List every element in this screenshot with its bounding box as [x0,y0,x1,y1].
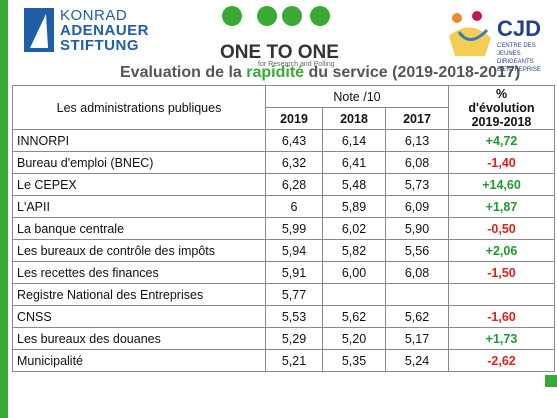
score: 6,09 [385,195,449,218]
score [385,283,449,306]
row: L'APII 6 5,89 6,09 +1,87 [12,195,555,218]
corner-square [545,375,557,387]
score: 6,02 [322,217,386,240]
score: 6,28 [265,173,323,196]
score: 6,00 [322,261,386,284]
row: La banque centrale 5,99 6,02 5,90 -0,50 [12,217,555,240]
row: Registre National des Entreprises 5,77 [12,283,555,306]
cjd: CJD [497,16,542,41]
kas-icon [30,14,48,48]
score: 5,20 [322,327,386,350]
score: 5,89 [322,195,386,218]
score: 6,41 [322,151,386,174]
pct-change: +1,73 [448,327,555,350]
score: 5,53 [265,305,323,328]
cjd-sub: CENTRE DES JEUNES DIRIGEANTS D'ENTREPRIS… [497,42,557,74]
table: Les administrations publiques Note /10 %… [12,85,555,372]
pct-line: % [495,86,508,101]
kas-logo-mark [24,8,54,52]
score: 6,08 [385,261,449,284]
score: 6,43 [265,129,323,152]
row: INNORPI 6,43 6,14 6,13 +4,72 [12,129,555,152]
admin-name: Les recettes des finances [12,261,266,284]
org-line: ADENAUER [60,22,150,39]
pct-line: d'évolution [468,100,535,115]
score: 5,91 [265,261,323,284]
pct-change: +1,87 [448,195,555,218]
title-part: du service (2019-2018-2017) [304,64,521,81]
admin-name: La banque centrale [12,217,266,240]
pct-change: -0,50 [448,217,555,240]
admin-name: Les bureaux des douanes [12,327,266,350]
cjd-icon [449,11,491,56]
score: 5,90 [385,217,449,240]
head-pct: % d'évolution 2019-2018 [448,85,555,130]
brand: ONE TO ONE [220,42,339,63]
score [322,283,386,306]
pct-change: -2,62 [448,349,555,372]
score: 5,29 [265,327,323,350]
head-label: Les administrations publiques [12,85,266,130]
score: 5,73 [385,173,449,196]
admin-name: CNSS [12,305,266,328]
brand-sub: for Research and Polling [258,61,335,68]
cjd-sub-line: DIRIGEANTS D'ENTREPRISE [497,59,541,73]
score: 5,17 [385,327,449,350]
score: 5,24 [385,349,449,372]
row: Bureau d'emploi (BNEC) 6,32 6,41 6,08 -1,40 [12,151,555,174]
admin-name: INNORPI [12,129,266,152]
score: 6,08 [385,151,449,174]
score: 5,56 [385,239,449,262]
year: 2018 [322,107,386,130]
admin-name: Le CEPEX [12,173,266,196]
score: 5,35 [322,349,386,372]
admin-name: L'APII [12,195,266,218]
score: 5,48 [322,173,386,196]
pct-line: 2019-2018 [471,114,532,129]
year: 2019 [265,107,323,130]
row: CNSS 5,53 5,62 5,62 -1,60 [12,305,555,328]
score: 5,99 [265,217,323,240]
head-note: Note /10 [265,85,449,108]
org-line: STIFTUNG [60,37,139,54]
score: 6,14 [322,129,386,152]
score: 6,32 [265,151,323,174]
title-highlight: rapidité [246,64,305,81]
score: 5,77 [265,283,323,306]
score: 6,13 [385,129,449,152]
score: 5,62 [385,305,449,328]
admin-name: Bureau d'emploi (BNEC) [12,151,266,174]
score: 5,62 [322,305,386,328]
cjd-sub-line: CENTRE DES JEUNES [497,43,536,57]
score: 5,82 [322,239,386,262]
circles [222,6,330,26]
pct-change: -1,40 [448,151,555,174]
admin-name: Les bureaux de contrôle des impôts [12,239,266,262]
year: 2017 [385,107,449,130]
admin-name: Registre National des Entreprises [12,283,266,306]
pct-change: +14,60 [448,173,555,196]
score: 5,94 [265,239,323,262]
row: Les bureaux des douanes 5,29 5,20 5,17 +1,73 [12,327,555,350]
org-line: KONRAD [60,7,128,24]
kas-text: KONRAD ADENAUER STIFTUNG [60,8,149,53]
row: Les recettes des finances 5,91 6,00 6,08 -1,… [12,261,555,284]
title: Evaluation de la rapidité du service (20… [120,64,520,82]
pct-change: +4,72 [448,129,555,152]
score: 5,21 [265,349,323,372]
row: Le CEPEX 6,28 5,48 5,73 +14,60 [12,173,555,196]
title-part: Evaluation de la [120,64,247,81]
admin-name: Municipalité [12,349,266,372]
head-row: Les administrations publiques Note /10 %… [12,85,555,130]
side-strip [0,0,8,418]
score: 6 [265,195,323,218]
row: Les bureaux de contrôle des impôts 5,94 5,… [12,239,555,262]
row: Municipalité 5,21 5,35 5,24 -2,62 [12,349,555,372]
pct-change [448,283,555,306]
pct-change: +2,06 [448,239,555,262]
pct-change: -1,50 [448,261,555,284]
pct-change: -1,60 [448,305,555,328]
